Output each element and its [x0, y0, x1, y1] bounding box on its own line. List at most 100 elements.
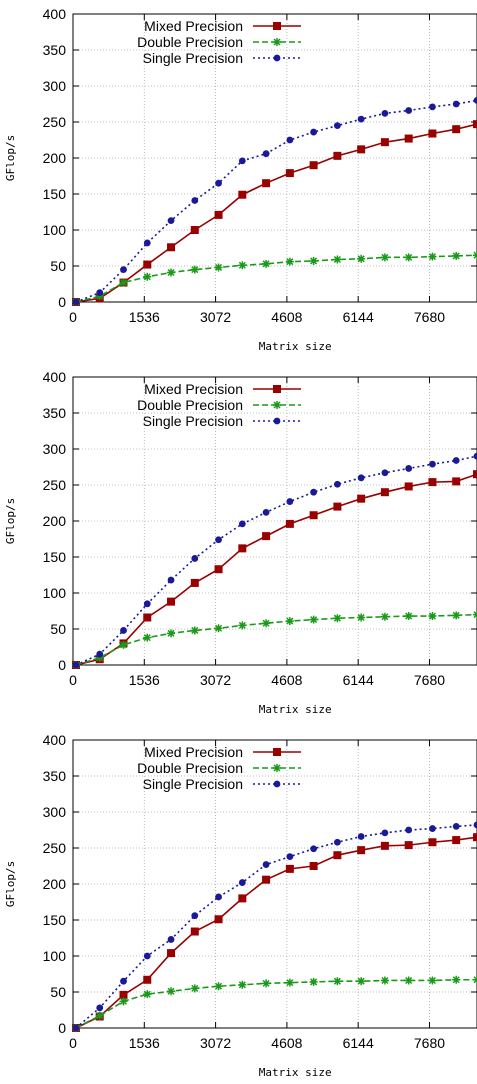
data-point	[405, 107, 413, 114]
data-point	[214, 624, 223, 633]
data-point	[428, 478, 437, 487]
legend-label: Single Precision	[143, 413, 243, 429]
x-tick-label: 1536	[129, 1035, 160, 1051]
y-axis-label: GFlop/s	[4, 861, 17, 907]
data-point	[167, 936, 175, 943]
data-point	[380, 976, 389, 985]
data-point	[310, 845, 318, 853]
data-point	[405, 826, 413, 834]
y-axis-label: GFlop/s	[4, 135, 17, 181]
data-point	[191, 555, 199, 562]
data-point	[119, 278, 128, 287]
series-line	[75, 254, 477, 303]
legend-marker	[273, 401, 281, 409]
y-tick-label: 150	[43, 549, 67, 565]
data-point	[333, 122, 341, 129]
y-tick-label: 350	[43, 768, 67, 784]
legend-label: Single Precision	[143, 50, 243, 66]
y-tick-label: 100	[43, 948, 67, 964]
data-point	[167, 243, 176, 252]
x-tick-label: 4608	[271, 1035, 302, 1051]
y-tick-label: 250	[43, 114, 67, 130]
data-point	[285, 978, 294, 987]
data-point	[215, 536, 222, 544]
data-point	[473, 452, 477, 460]
data-point	[143, 600, 151, 608]
x-axis-label: Matrix size	[259, 340, 332, 353]
y-tick-label: 0	[58, 657, 66, 673]
y-tick-label: 200	[43, 150, 67, 166]
legend-label: Mixed Precision	[144, 744, 243, 760]
legend-label: Double Precision	[137, 34, 243, 50]
series-double-precision	[71, 975, 477, 1032]
series-double-precision	[71, 251, 477, 306]
series-double-precision	[71, 610, 477, 669]
data-point	[262, 179, 271, 188]
legend-label: Double Precision	[137, 397, 243, 413]
data-point	[429, 825, 436, 832]
data-point	[143, 952, 151, 960]
series-line	[75, 836, 477, 1029]
y-tick-label: 0	[58, 294, 66, 310]
data-point	[357, 474, 365, 482]
data-point	[143, 260, 152, 269]
data-point	[238, 980, 247, 989]
data-point	[143, 975, 152, 984]
data-point	[167, 949, 176, 958]
y-tick-label: 100	[43, 585, 67, 601]
legend-marker	[273, 385, 281, 393]
legend-label: Single Precision	[143, 776, 243, 792]
y-tick-label: 350	[43, 42, 67, 58]
data-point	[473, 821, 477, 829]
data-point	[452, 836, 461, 845]
chart-panel-2: 0 50 100 150 200 250 300 350 400 0 1536 3072 4608 614…	[4, 369, 477, 716]
legend-marker	[273, 780, 281, 788]
y-tick-label: 300	[43, 804, 67, 820]
data-point	[473, 833, 477, 842]
data-point	[333, 977, 342, 986]
data-point	[357, 613, 366, 622]
data-point	[429, 103, 436, 111]
data-point	[214, 982, 223, 991]
y-tick-label: 400	[43, 369, 67, 385]
data-point	[309, 977, 318, 986]
x-tick-label: 6144	[343, 1035, 374, 1051]
x-axis-label: Matrix size	[259, 703, 332, 716]
data-point	[143, 272, 152, 281]
legend-marker	[273, 417, 281, 425]
data-point	[404, 612, 413, 621]
data-point	[167, 629, 176, 638]
data-point	[143, 613, 152, 622]
y-tick-label: 200	[43, 513, 67, 529]
data-point	[238, 520, 246, 528]
data-point	[285, 519, 294, 528]
data-point	[428, 612, 437, 621]
data-point	[285, 257, 294, 266]
data-point	[262, 532, 271, 541]
data-point	[120, 627, 127, 634]
data-point	[473, 975, 477, 984]
series-line	[75, 99, 477, 303]
data-point	[309, 862, 318, 870]
data-point	[405, 465, 413, 472]
data-point	[262, 150, 270, 158]
y-tick-label: 150	[43, 186, 67, 202]
data-point	[404, 134, 413, 143]
x-tick-label: 7680	[414, 309, 445, 325]
data-point	[238, 157, 246, 165]
data-point	[238, 621, 247, 630]
legend-marker	[273, 38, 281, 46]
data-point	[428, 252, 437, 261]
data-point	[238, 879, 246, 886]
data-point	[333, 851, 342, 860]
data-point	[191, 197, 199, 204]
chart-panel-3: 0 50 100 150 200 250 300 350 400 0 1536 3072 4608 614…	[4, 732, 477, 1079]
data-point	[72, 661, 80, 669]
data-point	[262, 619, 271, 628]
data-point	[96, 1004, 104, 1012]
data-point	[167, 597, 176, 606]
data-point	[95, 292, 104, 301]
data-point	[214, 210, 223, 219]
y-tick-label: 0	[58, 1020, 66, 1036]
y-tick-label: 400	[43, 6, 67, 22]
